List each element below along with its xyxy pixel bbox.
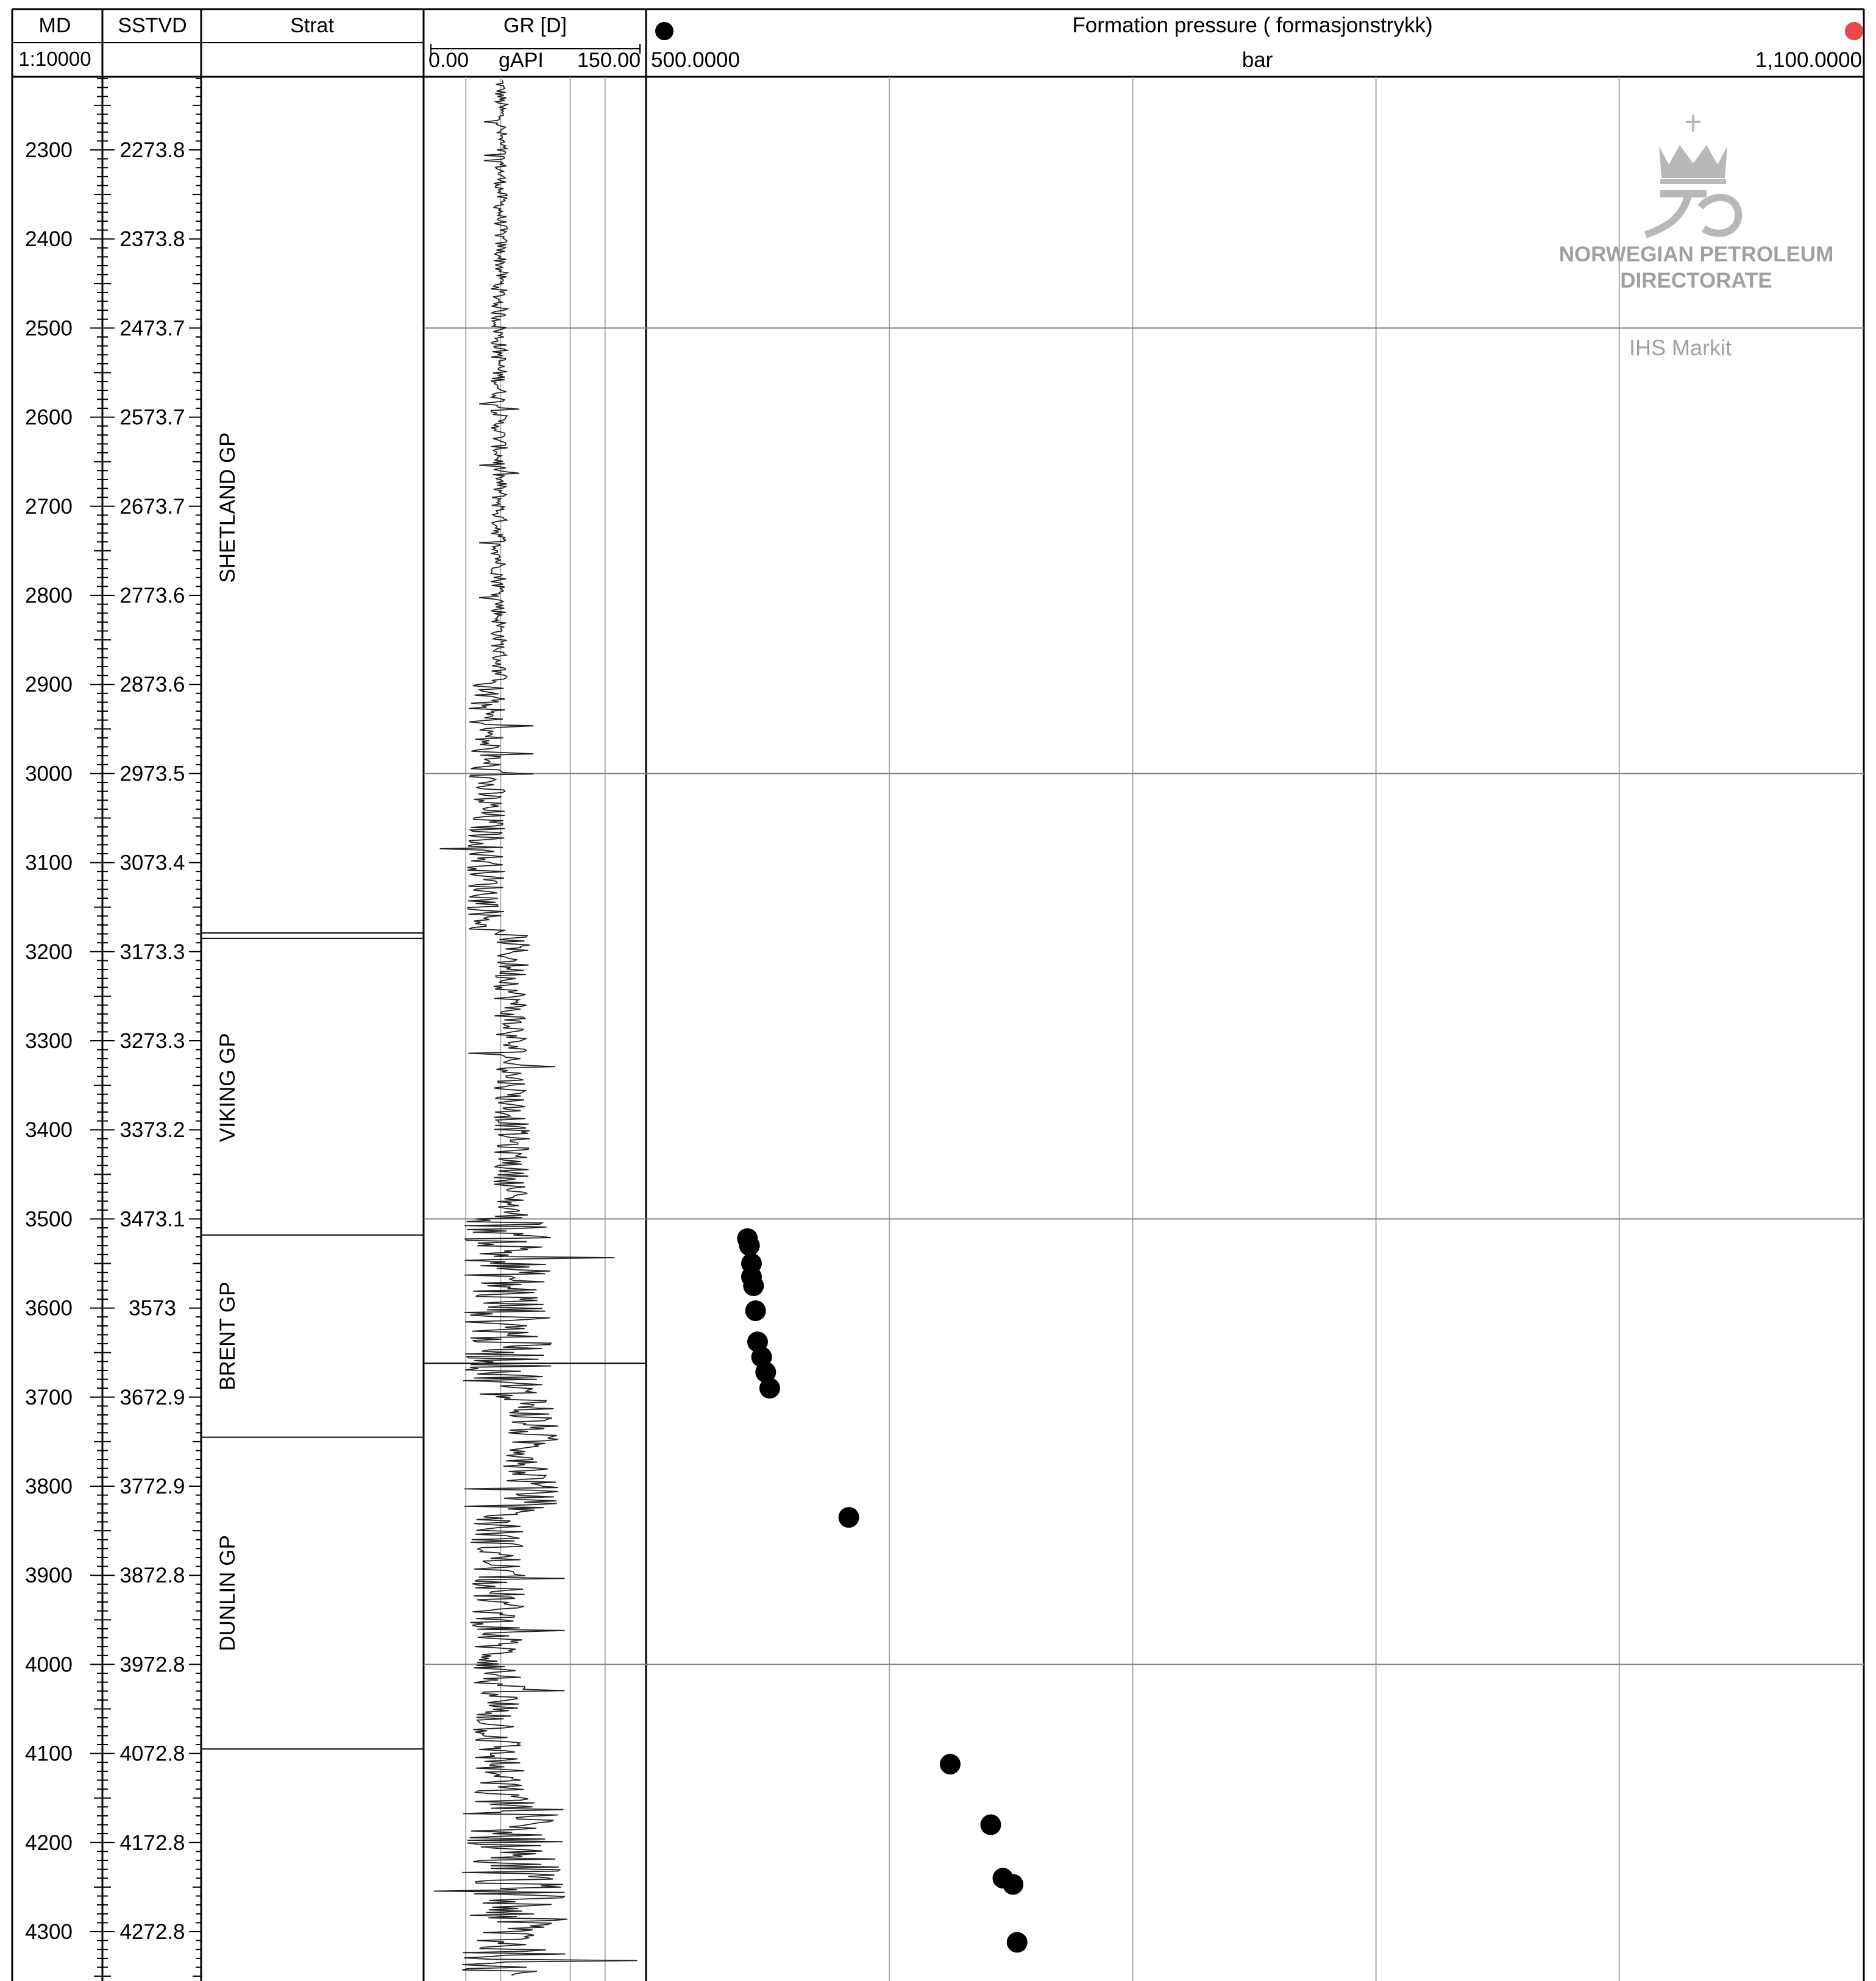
md-tick-label: 2600 bbox=[25, 406, 73, 430]
sstvd-tick-label: 2773.6 bbox=[119, 584, 185, 608]
sstvd-tick-label: 4072.8 bbox=[119, 1742, 185, 1766]
md-tick-label: 3800 bbox=[25, 1475, 73, 1498]
npd-name-line1: NORWEGIAN PETROLEUM bbox=[1559, 243, 1833, 266]
pressure-points bbox=[737, 1228, 1028, 1953]
md-tick-label: 2500 bbox=[25, 316, 73, 340]
sstvd-tick-label: 3373.2 bbox=[119, 1118, 185, 1142]
pressure-scale-max: 1,100.0000 bbox=[1755, 48, 1862, 72]
md-tick-label: 3900 bbox=[25, 1564, 73, 1587]
sstvd-tick-label: 3972.8 bbox=[119, 1653, 185, 1676]
sstvd-tick-label: 2973.5 bbox=[119, 762, 185, 785]
md-tick-label: 3300 bbox=[25, 1029, 73, 1053]
sstvd-tick-label: 3073.4 bbox=[119, 851, 185, 875]
strat-column-title: Strat bbox=[290, 14, 334, 37]
md-tick-label: 2300 bbox=[25, 138, 73, 162]
md-tick-label: 2800 bbox=[25, 584, 73, 608]
gr-curve bbox=[433, 80, 638, 1976]
sstvd-tick-label: 3173.3 bbox=[119, 940, 185, 964]
md-tick-label: 2700 bbox=[25, 495, 73, 519]
sstvd-tick-label: 2873.6 bbox=[119, 673, 185, 696]
gr-track-title: GR [D] bbox=[503, 14, 567, 37]
sstvd-tick-label: 2573.7 bbox=[119, 406, 185, 430]
strat-unit-label: DUNLIN GP bbox=[216, 1535, 240, 1651]
log-frame: 2300 2273.8 2400 2373.8 2500 2473.7 2600 2573.7… bbox=[11, 8, 1865, 1981]
md-tick-label: 4200 bbox=[25, 1831, 73, 1855]
ihs-markit-logo: IHS Markit bbox=[1629, 335, 1732, 360]
sstvd-tick-label: 3573 bbox=[129, 1297, 176, 1320]
gr-scale-unit: gAPI bbox=[499, 49, 544, 72]
npd-logo: NORWEGIAN PETROLEUM DIRECTORATE IHS Mark… bbox=[1559, 115, 1833, 360]
md-tick-label: 3700 bbox=[25, 1386, 73, 1409]
strat-unit-label: BRENT GP bbox=[216, 1282, 240, 1391]
sstvd-tick-label: 4272.8 bbox=[119, 1920, 185, 1944]
md-tick-label: 3600 bbox=[25, 1297, 73, 1320]
npd-name-line2: DIRECTORATE bbox=[1620, 269, 1772, 292]
sstvd-tick-label: 2273.8 bbox=[119, 138, 185, 162]
pressure-data-point bbox=[759, 1378, 780, 1399]
pressure-data-point bbox=[743, 1275, 764, 1297]
md-tick-label: 3500 bbox=[25, 1207, 73, 1231]
md-tick-label: 2900 bbox=[25, 673, 73, 696]
md-column-title: MD bbox=[39, 14, 71, 37]
md-tick-label: 3200 bbox=[25, 940, 73, 964]
gr-scale-min: 0.00 bbox=[428, 49, 469, 72]
md-tick-label: 3000 bbox=[25, 762, 73, 785]
md-tick-label: 4100 bbox=[25, 1742, 73, 1766]
sstvd-tick-label: 2373.8 bbox=[119, 227, 185, 251]
sstvd-tick-label: 3772.9 bbox=[119, 1475, 185, 1498]
pressure-track-title: Formation pressure ( formasjonstrykk) bbox=[1072, 13, 1432, 37]
strat-unit-label: VIKING GP bbox=[216, 1033, 240, 1142]
pressure-data-point bbox=[1003, 1874, 1024, 1895]
md-scale-label: 1:10000 bbox=[18, 48, 91, 70]
pressure-scale-min: 500.0000 bbox=[651, 48, 740, 72]
crown-icon bbox=[1659, 115, 1727, 184]
sstvd-tick-label: 3273.3 bbox=[119, 1029, 185, 1053]
pressure-data-point bbox=[755, 1361, 776, 1383]
pressure-data-point bbox=[745, 1300, 766, 1321]
legend-marker-right bbox=[1845, 22, 1863, 40]
sstvd-tick-label: 2473.7 bbox=[119, 316, 185, 340]
sstvd-tick-label: 3872.8 bbox=[119, 1564, 185, 1587]
pressure-data-point bbox=[739, 1235, 760, 1256]
pressure-data-point bbox=[838, 1507, 859, 1528]
sstvd-tick-label: 3672.9 bbox=[119, 1386, 185, 1409]
pressure-data-point bbox=[1006, 1932, 1028, 1953]
legend-marker-left bbox=[655, 22, 673, 40]
pressure-data-point bbox=[980, 1814, 1001, 1835]
platform-icon bbox=[1644, 190, 1743, 238]
sstvd-tick-label: 3473.1 bbox=[119, 1207, 185, 1231]
pressure-scale-unit: bar bbox=[1242, 48, 1273, 72]
sstvd-tick-label: 4172.8 bbox=[119, 1831, 185, 1855]
md-tick-label: 2400 bbox=[25, 227, 73, 251]
sstvd-tick-label: 2673.7 bbox=[119, 495, 185, 519]
pressure-data-point bbox=[940, 1754, 961, 1775]
sstvd-column-title: SSTVD bbox=[118, 14, 187, 37]
strat-unit-label: SHETLAND GP bbox=[216, 432, 240, 583]
md-tick-label: 3100 bbox=[25, 851, 73, 875]
md-tick-label: 4300 bbox=[25, 1920, 73, 1944]
gr-log-trace bbox=[433, 80, 638, 1976]
md-tick-label: 3400 bbox=[25, 1118, 73, 1142]
md-tick-label: 4000 bbox=[25, 1653, 73, 1676]
gr-scale-max: 150.00 bbox=[577, 49, 641, 72]
